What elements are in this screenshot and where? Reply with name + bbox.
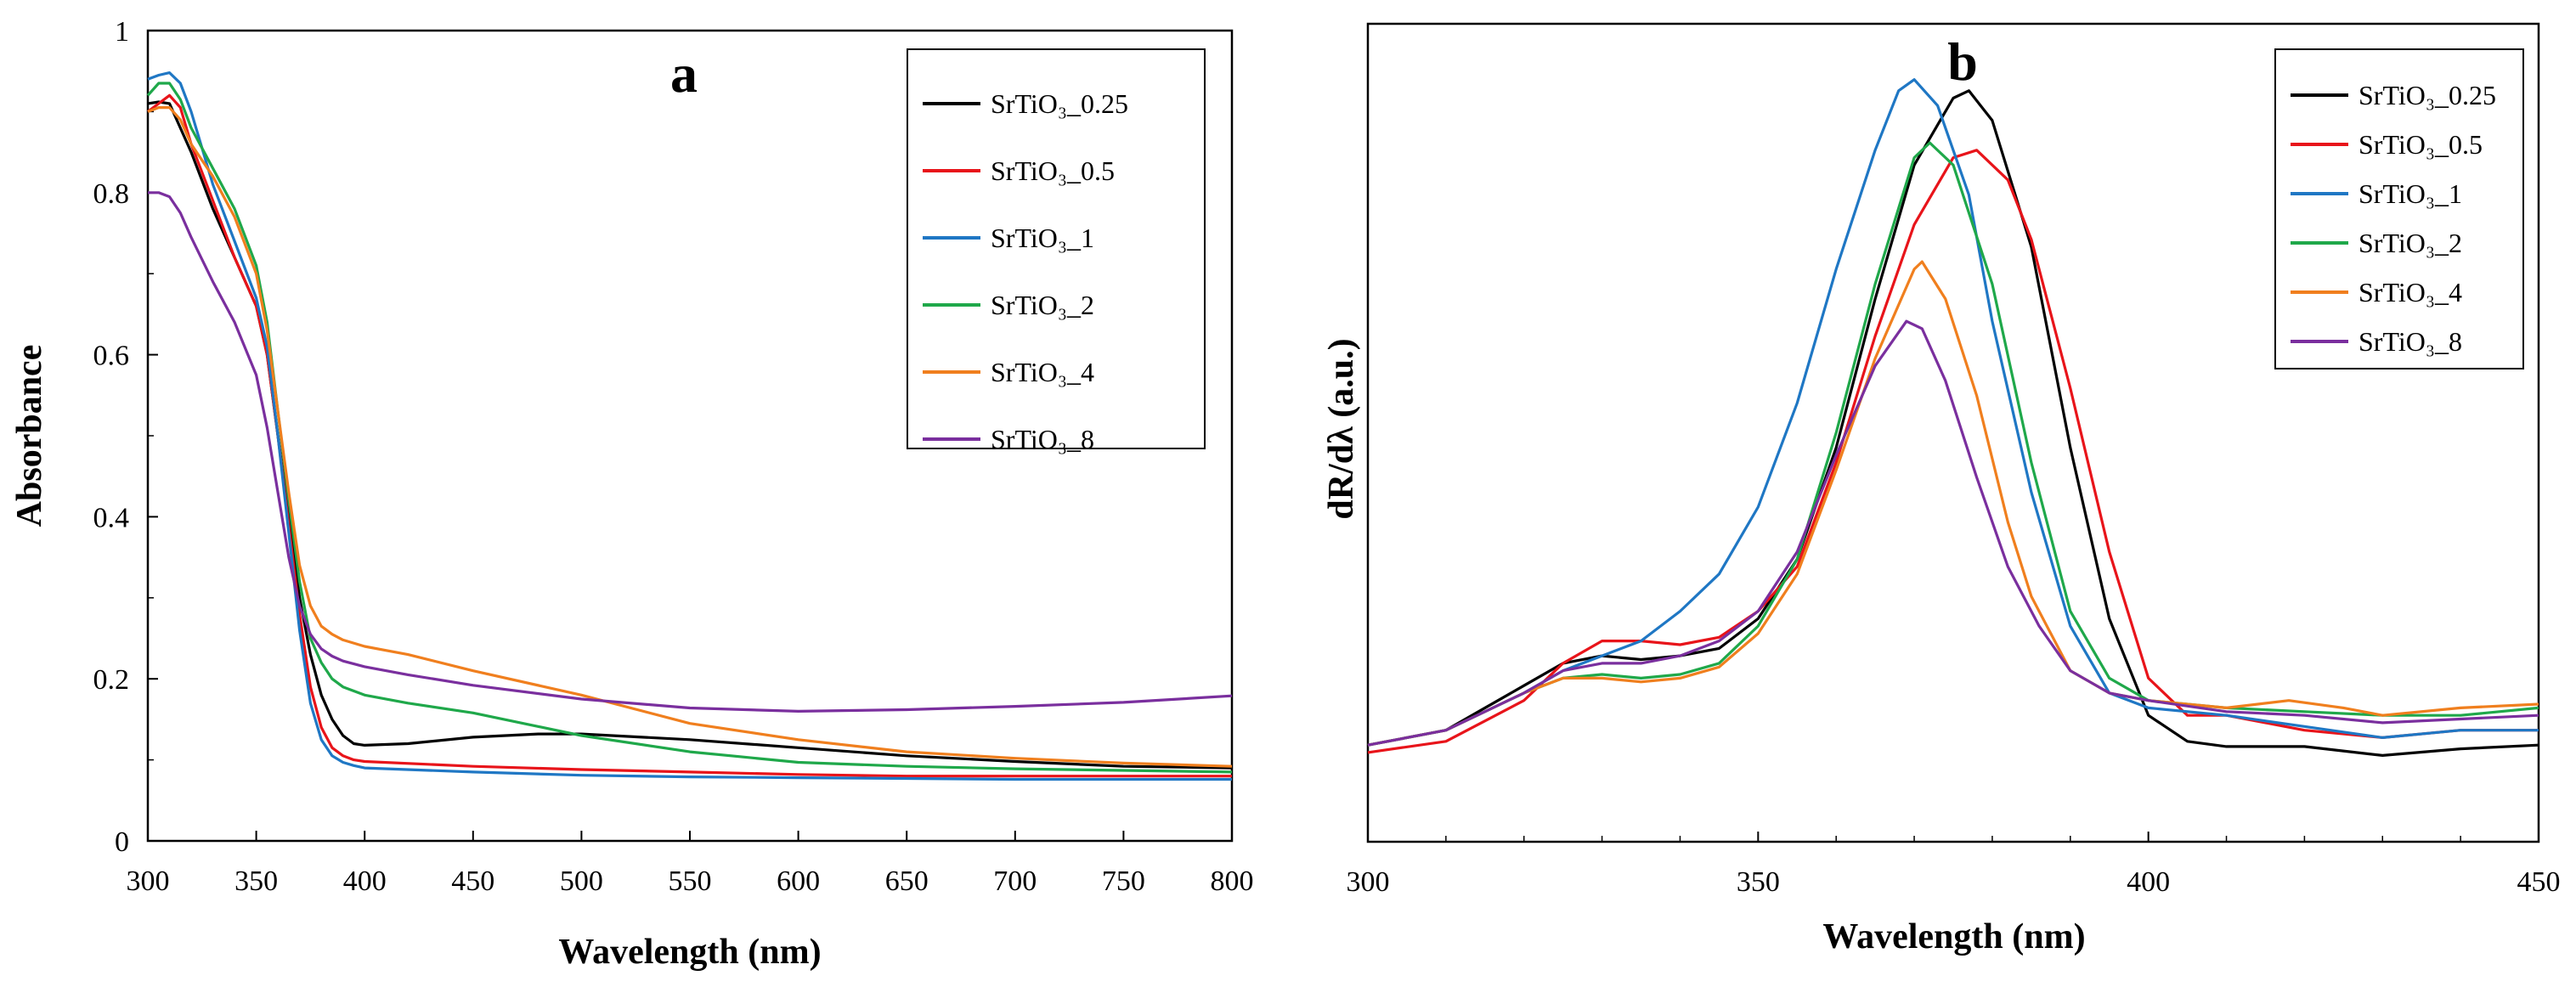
x-tick-label: 450	[451, 866, 494, 897]
series-line-4	[146, 82, 1233, 774]
x-tick-label: 500	[560, 866, 603, 897]
legend-label: SrTiO₃_0.25	[2359, 80, 2496, 110]
panel-a-y-axis-title: Absorbance	[10, 345, 49, 527]
x-tick-label: 700	[993, 866, 1037, 897]
series-line-5	[147, 106, 1233, 768]
x-tick-label: 800	[1211, 866, 1254, 897]
panel-b-series	[1367, 78, 2539, 757]
x-tick-label: 300	[1347, 866, 1390, 898]
x-tick-label: 400	[2127, 866, 2170, 898]
legend-box	[907, 48, 1206, 449]
legend-box	[2274, 48, 2524, 369]
legend-label: SrTiO₃_0.5	[991, 155, 1115, 186]
x-tick-label: 600	[777, 866, 820, 897]
panel-b-legend: SrTiO₃_0.25 SrTiO₃_0.5 SrTiO₃_1 SrTiO₃_2 SrT…	[2274, 48, 2524, 369]
panel-b-y-axis-title: dR/dλ (a.u.)	[1322, 338, 1361, 519]
x-tick-label: 300	[127, 866, 170, 897]
x-tick-label: 450	[2517, 866, 2561, 898]
x-tick-label: 550	[669, 866, 712, 897]
y-tick-label: 0.8	[93, 178, 130, 210]
series-line-1	[1367, 89, 2539, 757]
y-tick-label: 0.6	[93, 341, 130, 372]
legend-label: SrTiO₃_0.5	[2359, 129, 2483, 160]
y-tick-label: 1	[115, 16, 129, 48]
panel-b-label: b	[1947, 31, 1978, 92]
series-line-6	[1367, 319, 2539, 747]
legend-label: SrTiO₃_4	[2359, 277, 2462, 307]
legend-label: SrTiO₃_2	[2359, 228, 2462, 258]
panel-a-series	[146, 71, 1233, 781]
panel-a-x-axis-title: Wavelength (nm)	[558, 933, 821, 972]
x-tick-label: 350	[234, 866, 278, 897]
x-tick-label: 750	[1102, 866, 1145, 897]
panel-a-chart: 300 350 400 450 500 550 600 650 700 750 800 0 0.2 0.4…	[10, 16, 1254, 972]
panel-b-ticks: 300 350 400 450	[1347, 832, 2561, 898]
panel-a-ticks: 300 350 400 450 500 550 600 650 700 750 800 0 0.2 0.4…	[93, 16, 1254, 897]
x-tick-label: 650	[885, 866, 929, 897]
panel-b-x-axis-title: Wavelength (nm)	[1822, 917, 2085, 956]
series-line-1	[147, 100, 1233, 770]
series-line-2	[147, 93, 1232, 778]
series-line-6	[148, 191, 1233, 713]
y-tick-label: 0.4	[93, 502, 130, 533]
series-line-3	[147, 71, 1232, 781]
panel-b-plot-frame	[1366, 22, 2540, 843]
legend-label: SrTiO₃_4	[991, 357, 1094, 387]
y-tick-label: 0.2	[93, 664, 130, 696]
x-tick-label: 350	[1737, 866, 1780, 898]
series-line-3	[1367, 78, 2539, 747]
legend-label: SrTiO₃_1	[2359, 178, 2462, 209]
legend-label: SrTiO₃_0.25	[991, 88, 1128, 119]
legend-label: SrTiO₃_8	[991, 424, 1094, 454]
legend-label: SrTiO₃_8	[2359, 326, 2462, 357]
panel-a-legend: SrTiO₃_0.25 SrTiO₃_0.5 SrTiO₃_1 SrTiO₃_2 SrT…	[907, 48, 1206, 454]
series-line-5	[1367, 260, 2539, 747]
y-tick-label: 0	[115, 826, 129, 858]
panel-a-label: a	[670, 43, 698, 104]
legend-label: SrTiO₃_1	[991, 223, 1094, 253]
legend-label: SrTiO₃_2	[991, 290, 1094, 320]
panel-b-chart: 300 350 400 450 b Wavelength (nm) dR/dλ (a.…	[1322, 22, 2561, 956]
x-tick-label: 400	[343, 866, 387, 897]
